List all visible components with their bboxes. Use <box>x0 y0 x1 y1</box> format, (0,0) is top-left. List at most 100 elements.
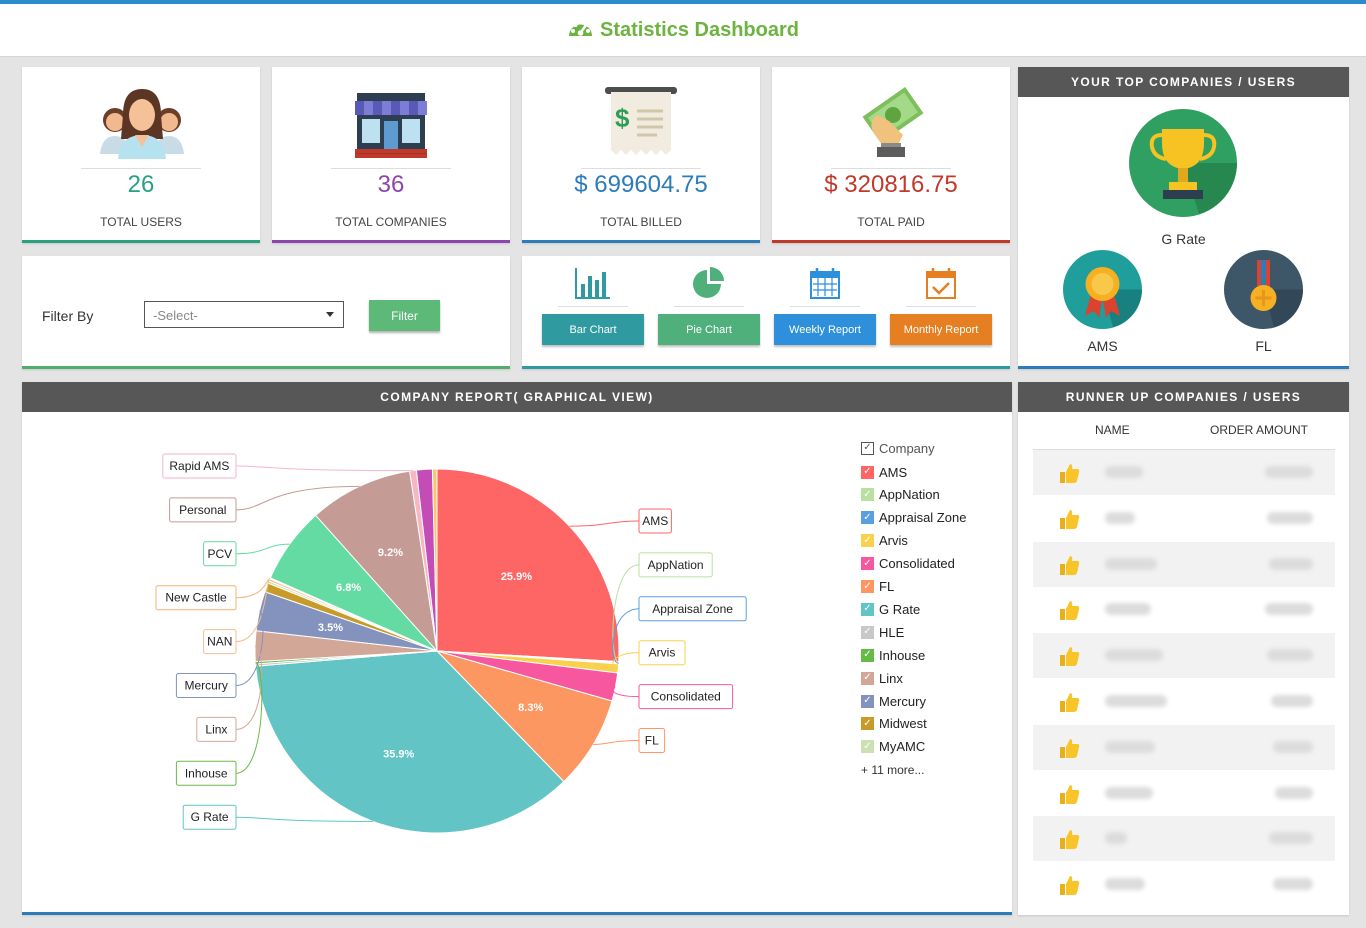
callout-box <box>638 728 666 753</box>
stat-label: TOTAL COMPANIES <box>335 215 447 229</box>
users-icon <box>91 83 191 163</box>
legend-header[interactable]: ✓ Company <box>861 440 935 456</box>
legend-item-g-rate[interactable]: ✓ G Rate <box>861 601 920 617</box>
table-row[interactable] <box>1033 541 1335 587</box>
stat-card-companies: 36 TOTAL COMPANIES <box>272 67 510 243</box>
pie-slice-other-2[interactable] <box>431 468 438 652</box>
card-accent-bar <box>272 240 510 243</box>
blurred-name <box>1105 786 1153 799</box>
blurred-amount <box>1267 649 1313 662</box>
leader-line <box>235 645 263 730</box>
legend-item-hle[interactable]: ✓ HLE <box>861 624 904 640</box>
callout-label: New Castle <box>165 591 227 605</box>
card-accent-bar <box>22 240 260 243</box>
blurred-name <box>1105 511 1135 524</box>
top-accent-bar <box>0 0 1366 4</box>
table-row[interactable] <box>1033 816 1335 862</box>
table-row[interactable] <box>1033 679 1335 724</box>
table-row[interactable] <box>1033 771 1335 816</box>
callout-box <box>638 640 686 666</box>
top-companies-panel: YOUR TOP COMPANIES / USERS G Rate AMS <box>1018 67 1349 369</box>
legend-label: AppNation <box>879 487 940 503</box>
divider <box>790 306 860 307</box>
legend-label: Inhouse <box>879 647 926 663</box>
card-accent-bar <box>22 912 1012 915</box>
stat-value: 36 <box>377 171 405 198</box>
pie-slice-personal[interactable] <box>314 470 438 653</box>
legend-item-consolidated[interactable]: ✓ Consolidated <box>861 556 955 572</box>
calendar-icon <box>805 266 845 302</box>
callout-box <box>638 684 734 710</box>
pie-chart-icon <box>689 266 729 302</box>
panel-title: RUNNER UP COMPANIES / USERS <box>1018 382 1349 412</box>
leader-line <box>612 608 640 664</box>
blurred-amount <box>1273 878 1313 891</box>
thumbs-up-icon <box>1057 644 1081 673</box>
legend-item-appraisal-zone[interactable]: ✓ Appraisal Zone <box>861 510 966 526</box>
card-accent-bar <box>772 240 1010 243</box>
legend-item-appnation[interactable]: ✓ AppNation <box>861 487 940 503</box>
check-icon: ✓ <box>861 625 874 639</box>
pie-slice-label: 8.3% <box>518 702 543 714</box>
legend-label: Arvis <box>879 533 908 549</box>
card-accent-bar <box>522 366 1010 369</box>
leader-line <box>235 543 290 555</box>
legend-more-link[interactable]: + 11 more... <box>861 763 925 777</box>
leader-line <box>235 662 263 774</box>
check-icon: ✓ <box>861 580 874 593</box>
callout-box <box>203 541 237 567</box>
thumbs-up-icon <box>1057 598 1081 627</box>
bar-chart-icon <box>572 266 612 302</box>
card-accent-bar <box>22 366 510 369</box>
table-row[interactable] <box>1033 633 1335 679</box>
pie-slice-fl[interactable] <box>435 650 613 783</box>
blurred-amount <box>1267 511 1313 524</box>
table-row[interactable] <box>1033 862 1335 907</box>
table-row[interactable] <box>1033 724 1335 770</box>
blurred-name <box>1105 695 1167 707</box>
pie-slice-label: 3.5% <box>318 622 343 634</box>
pie-slice-label: 9.2% <box>378 547 403 559</box>
divider <box>1033 449 1335 450</box>
legend-label: MyAMC <box>879 739 926 755</box>
chevron-down-icon <box>326 312 334 317</box>
legend-item-midwest[interactable]: ✓ Midwest <box>861 716 927 732</box>
thumbs-up-icon <box>1057 553 1081 582</box>
table-row[interactable] <box>1033 587 1335 632</box>
top-company-first-name: G Rate <box>1161 231 1206 247</box>
weekly-report-button[interactable]: Weekly Report <box>774 314 876 345</box>
callout-box <box>182 804 237 830</box>
legend-title: Company <box>879 440 935 456</box>
callout-label: Inhouse <box>185 766 228 780</box>
stat-card-paid: $ 320816.75 TOTAL PAID <box>772 67 1010 243</box>
callout-label: NAN <box>207 635 232 649</box>
legend-item-arvis[interactable]: ✓ Arvis <box>861 533 908 549</box>
filter-select[interactable]: -Select- <box>144 301 344 328</box>
callout-box <box>162 453 237 479</box>
legend-item-mercury[interactable]: ✓ Mercury <box>861 693 926 709</box>
legend-item-ams[interactable]: ✓ AMS <box>861 464 907 480</box>
legend-item-inhouse[interactable]: ✓ Inhouse <box>861 647 925 663</box>
bar-chart-button[interactable]: Bar Chart <box>542 314 644 345</box>
callout-box <box>638 552 713 578</box>
monthly-report-button[interactable]: Monthly Report <box>890 314 992 345</box>
table-row[interactable] <box>1033 496 1335 541</box>
filter-button[interactable]: Filter <box>369 300 440 331</box>
legend-item-fl[interactable]: ✓ FL <box>861 579 894 595</box>
leader-line <box>235 577 271 599</box>
legend-item-linx[interactable]: ✓ Linx <box>861 670 903 686</box>
pie-slice-g-rate[interactable] <box>255 650 565 834</box>
legend-label: Appraisal Zone <box>879 510 967 526</box>
callout-label: Rapid AMS <box>169 459 229 473</box>
legend-item-myamc[interactable]: ✓ MyAMC <box>861 739 925 755</box>
panel-title: YOUR TOP COMPANIES / USERS <box>1018 67 1349 97</box>
table-row[interactable] <box>1033 450 1335 495</box>
check-icon: ✓ <box>861 648 874 662</box>
pie-chart-button[interactable]: Pie Chart <box>658 314 760 345</box>
legend-label: Consolidated <box>879 556 955 572</box>
leader-line <box>235 816 374 822</box>
divider <box>674 306 744 307</box>
pie-slice-ams[interactable] <box>436 468 620 663</box>
blurred-name <box>1105 878 1145 891</box>
callout-label: Personal <box>179 503 226 517</box>
